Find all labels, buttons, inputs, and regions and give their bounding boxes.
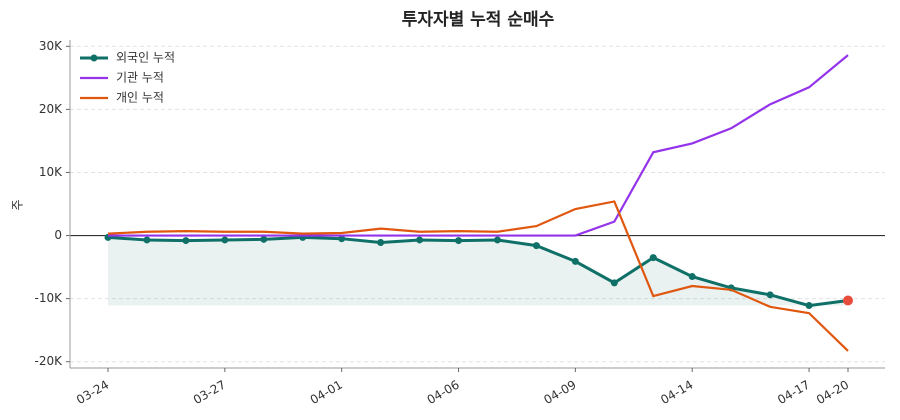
x-tick-label: 04-06 <box>425 378 462 408</box>
y-tick-label: 20K <box>39 102 63 116</box>
point <box>571 257 579 265</box>
legend-label: 개인 누적 <box>116 91 164 105</box>
point <box>260 235 268 243</box>
chart-title: 투자자별 누적 순매수 <box>402 10 555 30</box>
y-tick-label: 30K <box>39 39 63 53</box>
series-line <box>107 235 849 308</box>
y-tick-label: 0 <box>54 228 62 242</box>
point <box>493 236 501 244</box>
point <box>649 254 657 262</box>
x-tick-label: 04-09 <box>541 378 578 408</box>
x-tick-label: 03-24 <box>74 378 111 408</box>
point <box>610 279 618 287</box>
point <box>532 242 540 250</box>
legend-label: 외국인 누적 <box>116 51 175 65</box>
legend-marker <box>90 54 98 62</box>
point <box>338 235 346 243</box>
point <box>455 237 463 245</box>
x-tick-label: 04-01 <box>308 378 345 408</box>
series-area <box>108 237 848 306</box>
point <box>688 273 696 281</box>
series-line <box>108 54 849 237</box>
last-point <box>843 295 853 306</box>
x-tick-label: 04-20 <box>814 378 851 408</box>
x-tick-label: 04-17 <box>775 378 812 408</box>
point <box>221 236 229 244</box>
x-tick-label: 04-14 <box>658 378 695 408</box>
series-line <box>107 200 849 352</box>
y-axis-label: 주 <box>11 199 25 210</box>
y-tick-label: -20K <box>35 354 64 368</box>
y-tick-label: 10K <box>39 165 63 179</box>
point <box>377 238 385 246</box>
point <box>766 291 774 299</box>
point <box>416 236 424 244</box>
point <box>182 237 190 245</box>
point <box>805 302 813 310</box>
point <box>143 236 151 244</box>
legend-label: 기관 누적 <box>116 71 164 85</box>
x-tick-label: 03-27 <box>191 378 228 408</box>
y-tick-label: -10K <box>35 291 64 305</box>
